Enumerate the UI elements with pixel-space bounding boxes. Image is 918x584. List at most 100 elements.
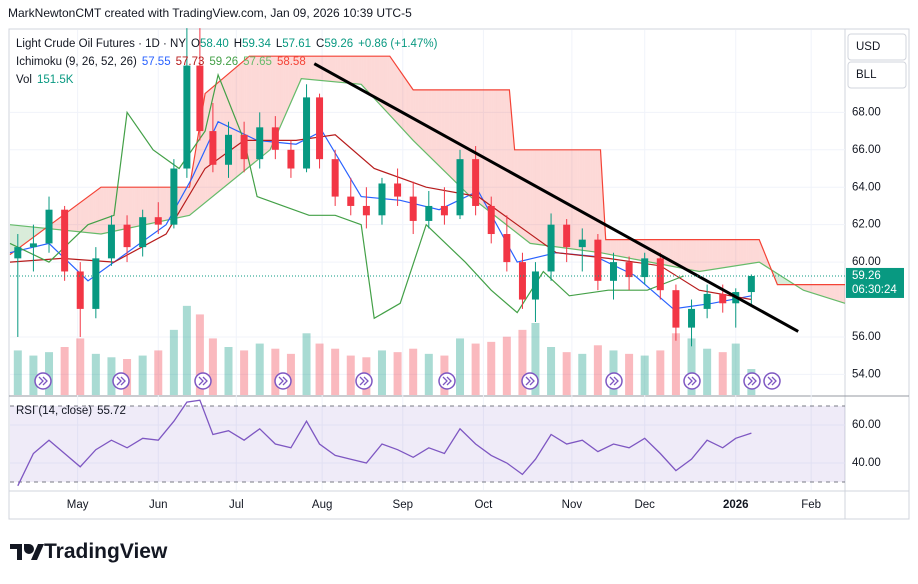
cloud bbox=[363, 56, 367, 90]
cloud bbox=[77, 202, 81, 232]
cloud bbox=[634, 239, 637, 260]
volume-bar bbox=[286, 353, 295, 395]
cloud bbox=[543, 149, 546, 246]
volume-bar bbox=[346, 355, 355, 395]
cloud bbox=[441, 89, 445, 172]
ohlc-value: 59.26 bbox=[324, 38, 354, 50]
event-glyph bbox=[116, 376, 126, 386]
cloud bbox=[415, 89, 419, 146]
candle-body bbox=[154, 217, 162, 225]
cloud bbox=[447, 89, 450, 177]
cloud bbox=[756, 239, 760, 263]
volume-bar bbox=[331, 348, 340, 395]
candle-body bbox=[287, 149, 295, 169]
cloud bbox=[681, 239, 684, 269]
cloud bbox=[236, 65, 239, 178]
cloud bbox=[426, 89, 429, 156]
cloud bbox=[366, 56, 369, 93]
cloud bbox=[392, 59, 395, 121]
cloud bbox=[218, 80, 221, 193]
candle-body bbox=[563, 224, 571, 248]
cloud bbox=[831, 284, 835, 301]
cloud bbox=[712, 239, 715, 270]
cloud bbox=[160, 187, 164, 222]
cloud bbox=[353, 56, 356, 84]
volume-bar bbox=[487, 341, 496, 395]
candle-body bbox=[196, 65, 204, 132]
cloud bbox=[720, 239, 723, 269]
volume-bar bbox=[502, 336, 511, 395]
cloud bbox=[142, 187, 146, 226]
rsi-line bbox=[17, 399, 752, 487]
candle-body bbox=[271, 127, 279, 150]
volume-bar bbox=[255, 343, 264, 395]
candle-body bbox=[472, 159, 480, 206]
cloud bbox=[186, 187, 190, 216]
volume-legend: Vol 151.5K bbox=[16, 74, 78, 86]
rsi-legend: RSI (14, close) 55.72 bbox=[16, 405, 131, 417]
x-tick-label: Dec bbox=[634, 499, 655, 511]
unit-box[interactable] bbox=[847, 61, 907, 89]
cloud bbox=[738, 239, 741, 266]
cloud bbox=[127, 187, 130, 229]
y-tick-label: 56.00 bbox=[852, 331, 881, 343]
volume-bar bbox=[671, 333, 680, 395]
indicator-line bbox=[9, 78, 846, 304]
cloud bbox=[342, 56, 346, 83]
cloud bbox=[829, 284, 832, 300]
cloud bbox=[839, 284, 843, 303]
cloud bbox=[582, 149, 585, 251]
volume-bar bbox=[409, 348, 418, 395]
cloud bbox=[805, 284, 809, 292]
volume-bar bbox=[377, 350, 386, 395]
cloud bbox=[316, 56, 320, 81]
candle-body bbox=[656, 258, 664, 291]
volume-bar bbox=[29, 355, 38, 395]
cloud bbox=[85, 196, 89, 233]
cloud bbox=[428, 89, 432, 159]
cloud bbox=[623, 239, 627, 258]
candle-body bbox=[703, 293, 711, 309]
volume-bar bbox=[195, 314, 204, 395]
candle-body bbox=[531, 271, 539, 300]
cloud bbox=[545, 149, 549, 246]
chart: USD BLL 54.00 56.00 60.00 62.00 64.00 66.00 68… bbox=[8, 28, 910, 520]
candle-body bbox=[107, 224, 115, 259]
candle-body bbox=[14, 247, 22, 259]
cloud bbox=[574, 149, 578, 250]
cloud bbox=[197, 124, 200, 209]
cloud bbox=[10, 224, 13, 255]
candle-body bbox=[183, 65, 191, 169]
cloud bbox=[673, 239, 676, 268]
volume-bar bbox=[76, 338, 85, 395]
cloud bbox=[400, 71, 403, 130]
cloud bbox=[394, 63, 398, 124]
cloud bbox=[215, 82, 219, 195]
cloud bbox=[283, 56, 286, 121]
cloud bbox=[272, 56, 276, 144]
volume-bar bbox=[562, 352, 571, 395]
y-tick-label: 60.00 bbox=[852, 419, 881, 431]
cloud bbox=[101, 187, 104, 235]
ohlc-value: 58.40 bbox=[199, 38, 229, 50]
cloud bbox=[675, 239, 679, 268]
candle-body bbox=[672, 290, 680, 328]
cloud bbox=[551, 149, 554, 247]
cloud bbox=[413, 89, 416, 143]
currency-box[interactable] bbox=[847, 33, 907, 61]
cloud bbox=[69, 208, 73, 232]
cloud bbox=[407, 82, 411, 138]
cloud bbox=[303, 56, 307, 80]
cloud bbox=[821, 284, 825, 297]
cloud bbox=[335, 56, 338, 83]
candle-body bbox=[594, 239, 602, 281]
cloud bbox=[803, 284, 806, 291]
event-glyph bbox=[278, 376, 288, 386]
cloud bbox=[491, 89, 494, 215]
candle-body bbox=[209, 131, 217, 165]
y-tick-label: 40.00 bbox=[852, 457, 881, 469]
candle-body bbox=[578, 239, 586, 248]
cloud bbox=[694, 239, 697, 271]
cloud bbox=[121, 187, 125, 230]
volume-bar bbox=[593, 345, 602, 395]
